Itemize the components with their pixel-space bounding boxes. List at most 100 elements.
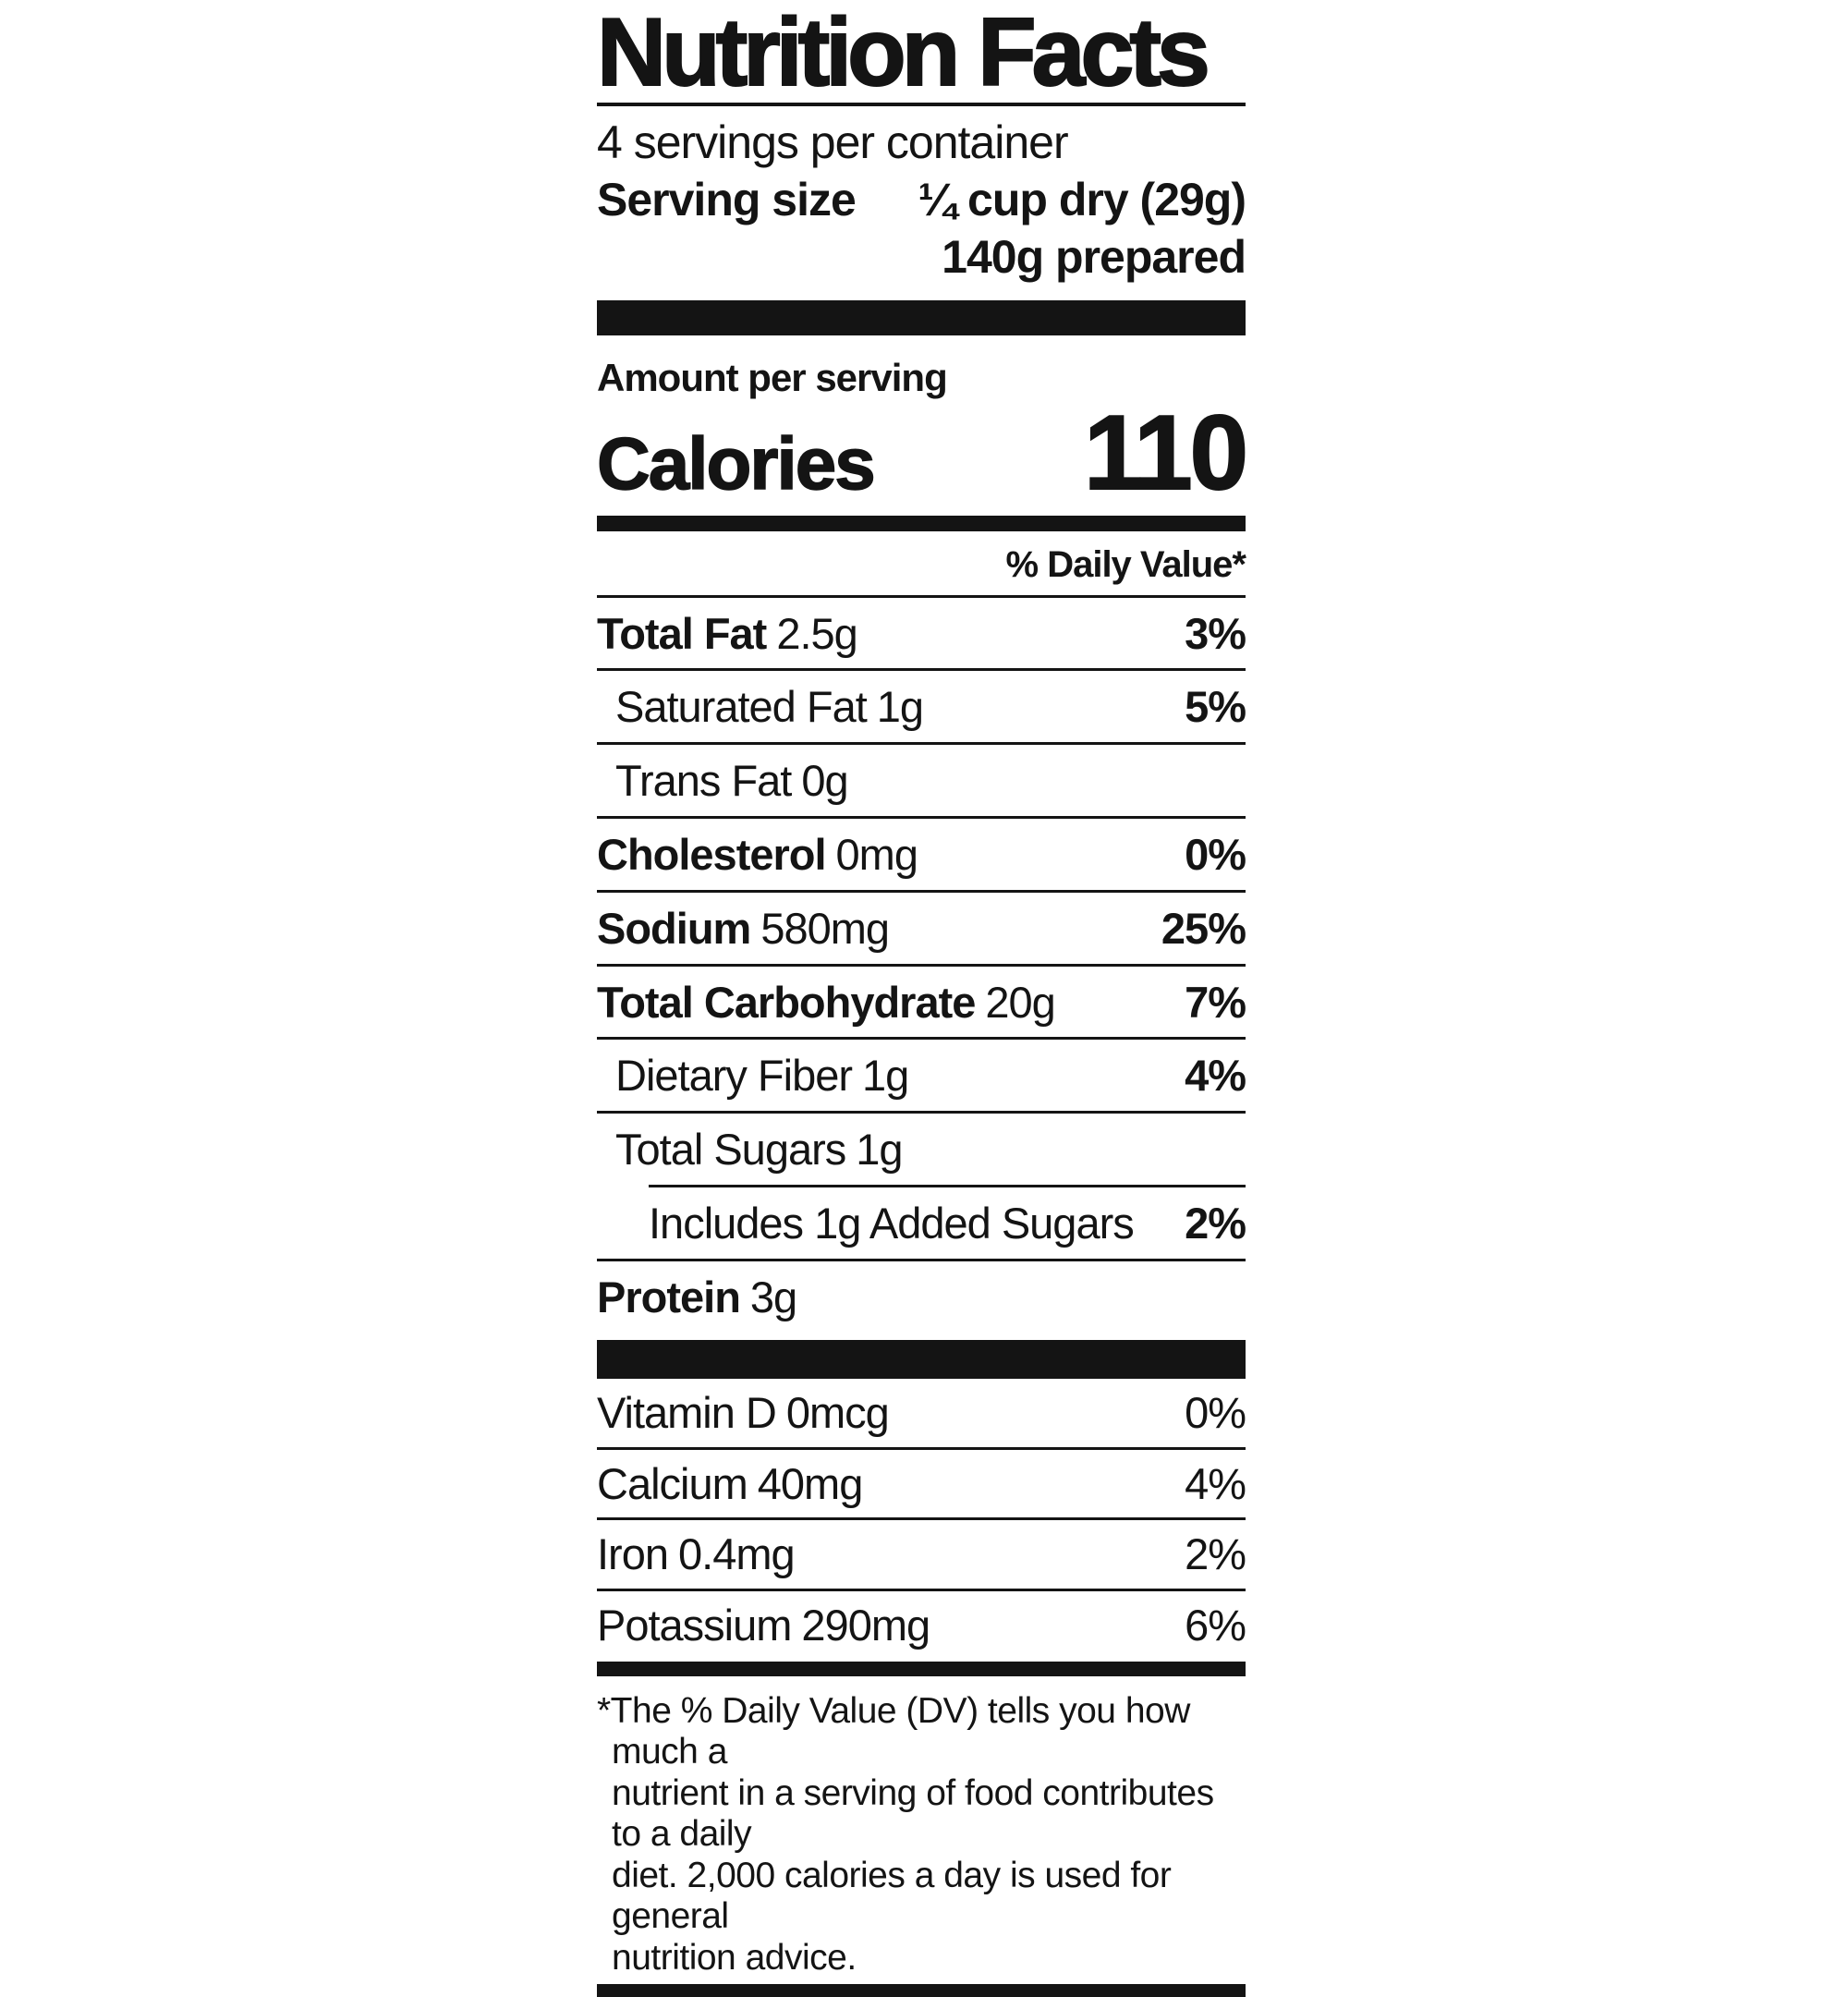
nutrient-dv: 2% [1185,1199,1246,1248]
nutrient-name-group: Calcium 40mg [597,1458,864,1508]
serving-size-label: Serving size [597,174,857,226]
nutrient-name-group: Potassium 290mg [597,1602,930,1649]
nutrient-name-group: Includes 1g Added Sugars [597,1200,1144,1247]
divider-rule [597,1258,1246,1261]
nutrient-name: Calcium [597,1458,748,1508]
nutrient-name: Vitamin D [597,1387,777,1437]
separator-bar-bottom-edge [597,1984,1246,1997]
nutrient-amount: 1g [862,1051,909,1101]
nutrient-name: Total Carbohydrate [597,977,976,1027]
divider-rule [597,1111,1246,1114]
daily-value-header: % Daily Value* [1005,543,1246,585]
label-title: Nutrition Facts [596,0,1211,106]
nutrient-name-group: Saturated Fat 1g [597,682,924,732]
nutrient-amount: 0.4mg [678,1529,796,1579]
calories-row: Calories 110 [596,394,1249,512]
nutrient-name-group: Vitamin D 0mcg [597,1387,890,1437]
footnote-line: diet. 2,000 calories a day is used for g… [612,1855,1172,1937]
nutrient-amount: 580mg [760,903,890,953]
divider-rule [597,1517,1246,1521]
divider-rule [597,889,1246,893]
nutrient-name-group: Iron 0.4mg [597,1529,796,1579]
nutrient-row-sodium: Sodium 580mg 25% [597,893,1246,964]
separator-bar-medium-calories [597,515,1246,531]
nutrient-amount: 40mg [757,1458,864,1508]
nutrient-name: Total Fat [597,608,767,658]
micronutrient-row-potassium: Potassium 290mg 6% [597,1591,1246,1660]
calories-value: 110 [1083,394,1249,512]
nutrient-row-cholesterol: Cholesterol 0mg 0% [597,819,1246,890]
nutrient-amount: 1g [856,1125,903,1175]
nutrient-amount: 0mg [835,830,918,880]
nutrient-amount: 3g [749,1272,797,1321]
nutrient-row-protein: Protein 3g [597,1261,1246,1333]
divider-rule-indented [649,1185,1246,1188]
nutrient-amount: 0g [801,756,848,806]
nutrient-row-trans-fat: Trans Fat 0g [597,745,1246,816]
separator-bar-thick-middle [597,1339,1246,1379]
divider-rule [597,668,1246,672]
footnote-line: nutrient in a serving of food contribute… [612,1772,1214,1855]
nutrient-dv: 2% [1185,1529,1246,1579]
nutrient-name: Protein [597,1272,741,1321]
nutrient-amount: 290mg [801,1601,930,1650]
serving-size-row: Serving size ¼ cup dry (29g) [597,171,1246,228]
servings-per-container: 4 servings per container [597,116,1069,168]
micronutrient-row-vitamin-d: Vitamin D 0mcg 0% [597,1379,1246,1447]
nutrition-facts-label: Nutrition Facts 4 servings per container… [596,0,1249,1997]
nutrient-name-group: Total Sugars 1g [597,1125,904,1175]
nutrient-name-group: Protein 3g [597,1272,797,1321]
nutrient-name: Saturated Fat [615,682,868,732]
nutrient-row-added-sugars: Includes 1g Added Sugars 2% [597,1187,1246,1259]
footnote-line: nutrition advice. [612,1937,857,1978]
nutrient-dv: 7% [1185,977,1246,1027]
nutrient-name-group: Dietary Fiber 1g [597,1051,909,1101]
separator-bar-thick-top [597,300,1246,336]
nutrient-name: Cholesterol [597,830,827,880]
nutrient-name: Trans Fat [615,756,792,806]
nutrient-amount: 0mcg [785,1387,890,1437]
nutrient-row-total-sugars: Total Sugars 1g [597,1114,1246,1185]
divider-rule [597,1589,1246,1592]
nutrient-name: Dietary Fiber [615,1051,853,1101]
divider-rule [597,1446,1246,1450]
micronutrient-row-calcium: Calcium 40mg 4% [597,1450,1246,1518]
nutrient-row-dietary-fiber: Dietary Fiber 1g 4% [597,1040,1246,1111]
footnote: *The % Daily Value (DV) tells you how mu… [597,1691,1246,1979]
nutrient-name: Includes 1g Added Sugars [649,1199,1135,1248]
nutrient-dv: 4% [1185,1458,1246,1508]
divider-rule [597,742,1246,746]
nutrient-name: Total Sugars [615,1125,846,1175]
nutrient-amount: 20g [985,977,1055,1027]
nutrient-name-group: Total Carbohydrate 20g [597,977,1056,1027]
nutrient-name: Sodium [597,903,751,953]
nutrient-dv: 0% [1185,1387,1246,1437]
divider-rule [597,1037,1246,1041]
footnote-line: *The % Daily Value (DV) tells you how mu… [597,1690,1190,1772]
nutrient-row-total-carbohydrate: Total Carbohydrate 20g 7% [597,967,1246,1038]
nutrient-amount: 1g [876,682,924,732]
nutrient-name-group: Trans Fat 0g [597,756,849,806]
serving-size-prepared: 140g prepared [942,231,1246,284]
nutrient-dv: 4% [1185,1051,1246,1101]
title-underline [597,102,1246,106]
divider-rule [597,594,1246,598]
divider-rule [597,963,1246,967]
nutrient-name-group: Sodium 580mg [597,903,890,953]
divider-rule [597,816,1246,820]
nutrient-dv: 3% [1185,608,1246,658]
nutrient-dv: 5% [1185,682,1246,732]
serving-size-value: ¼ cup dry (29g) [918,174,1246,226]
nutrient-name: Potassium [597,1601,792,1650]
nutrient-row-saturated-fat: Saturated Fat 1g 5% [597,671,1246,742]
nutrient-name-group: Cholesterol 0mg [597,832,918,878]
separator-bar-medium-bottom [597,1661,1246,1676]
nutrient-dv: 6% [1185,1601,1246,1650]
nutrient-name-group: Total Fat 2.5g [597,608,858,658]
micronutrient-row-iron: Iron 0.4mg 2% [597,1520,1246,1589]
amount-per-serving-label: Amount per serving [597,356,948,400]
nutrient-name: Iron [597,1529,669,1579]
nutrient-dv: 0% [1185,830,1246,880]
nutrient-dv: 25% [1161,903,1246,953]
nutrient-row-total-fat: Total Fat 2.5g 3% [597,598,1246,669]
